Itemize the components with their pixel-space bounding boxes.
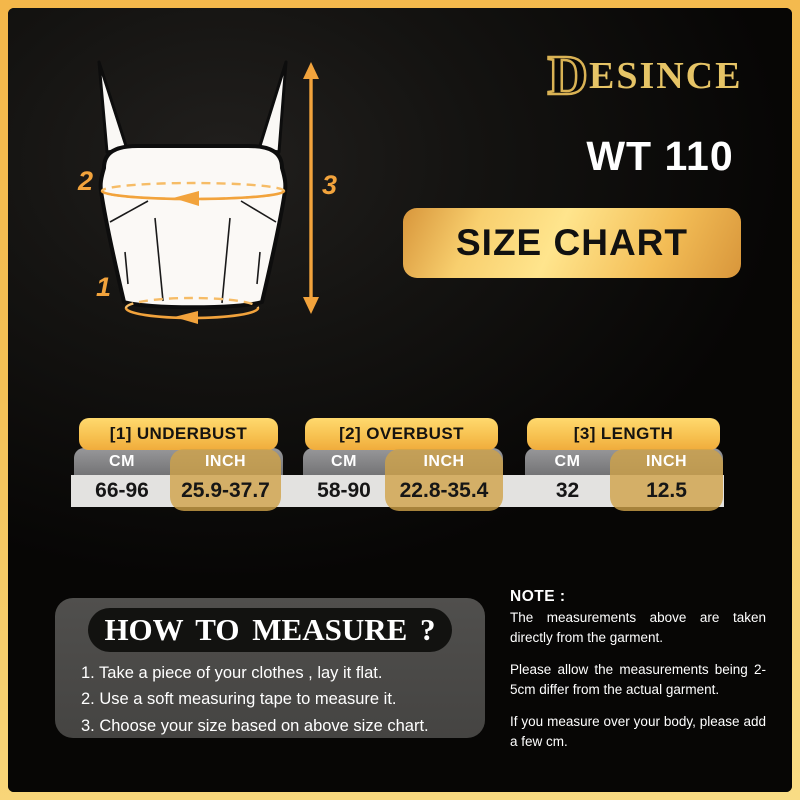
brand-logo: DESINCE — [540, 47, 750, 106]
logo-desince: DESINCE — [546, 47, 743, 106]
strap-right-shape — [257, 60, 288, 154]
table-tab-underbust: [1] UNDERBUST — [79, 418, 278, 450]
cm-value-overbust: 58-90 — [317, 479, 371, 502]
inch-column-underbust — [170, 449, 281, 511]
strap-left-shape — [97, 60, 129, 154]
cm-header-bar-underbust — [74, 448, 283, 475]
note-paragraph: If you measure over your body, please ad… — [510, 714, 766, 749]
how-to-measure-title: HOW TO MEASURE ? — [88, 608, 452, 652]
note-section: NOTE : The measurements above are taken … — [510, 588, 766, 764]
cm-header-underbust: CM — [109, 453, 135, 470]
logo-d-monogram: D — [546, 45, 589, 107]
garment-diagram: 2 1 3 — [77, 60, 337, 324]
cm-value-underbust: 66-96 — [95, 479, 149, 502]
table-tab-overbust: [2] OVERBUST — [305, 418, 498, 450]
model-number: WT 110 — [586, 133, 734, 179]
table-value-strip — [71, 475, 724, 507]
seam-lines — [109, 200, 277, 304]
inch-value-overbust: 22.8-35.4 — [399, 479, 489, 502]
length-arrow — [303, 62, 319, 314]
inch-header-overbust: INCH — [423, 453, 465, 470]
logo-wordmark: ESINCE — [588, 55, 743, 97]
inch-header-underbust: INCH — [204, 453, 247, 470]
inch-header-length: INCH — [645, 453, 688, 470]
note-paragraph: The measurements above are taken directl… — [510, 610, 766, 645]
size-chart-button[interactable]: SIZE CHART — [403, 208, 741, 278]
note-paragraph: Please allow the measurements being 2-5c… — [510, 662, 766, 697]
how-to-measure-steps: 1. Take a piece of your clothes , lay it… — [81, 660, 471, 739]
how-to-measure-panel: HOW TO MEASURE ? 1. Take a piece of your… — [55, 598, 485, 738]
inch-value-underbust: 25.9-37.7 — [181, 479, 270, 502]
measure-step: 3. Choose your size based on above size … — [81, 716, 429, 735]
cm-header-bar-length — [525, 448, 723, 475]
overbust-arrowhead — [173, 191, 199, 206]
measure-step: 2. Use a soft measuring tape to measure … — [81, 690, 397, 709]
cm-value-length: 32 — [555, 479, 580, 502]
table-tab-length: [3] LENGTH — [527, 418, 720, 450]
hem-arrowhead — [174, 311, 198, 324]
note-title: NOTE : — [510, 588, 566, 605]
cm-header-overbust: CM — [331, 453, 357, 470]
label-overbust: 2 — [77, 166, 93, 196]
inch-column-overbust — [385, 449, 503, 511]
hem-dashed-arc — [124, 296, 260, 309]
canvas: 2 1 3 DESINCE WT 110 SIZE CHART [1] UNDE… — [8, 8, 792, 792]
stage: 2 1 3 DESINCE WT 110 SIZE CHART [1] UNDE… — [8, 8, 792, 792]
measure-step: 1. Take a piece of your clothes , lay it… — [81, 664, 383, 682]
garment-body — [98, 144, 288, 310]
label-underbust: 1 — [96, 272, 111, 302]
label-length: 3 — [322, 170, 337, 200]
inch-value-length: 12.5 — [646, 479, 687, 502]
cm-header-length: CM — [554, 453, 581, 470]
cm-header-bar-overbust — [303, 448, 503, 475]
inch-column-length — [610, 449, 723, 511]
